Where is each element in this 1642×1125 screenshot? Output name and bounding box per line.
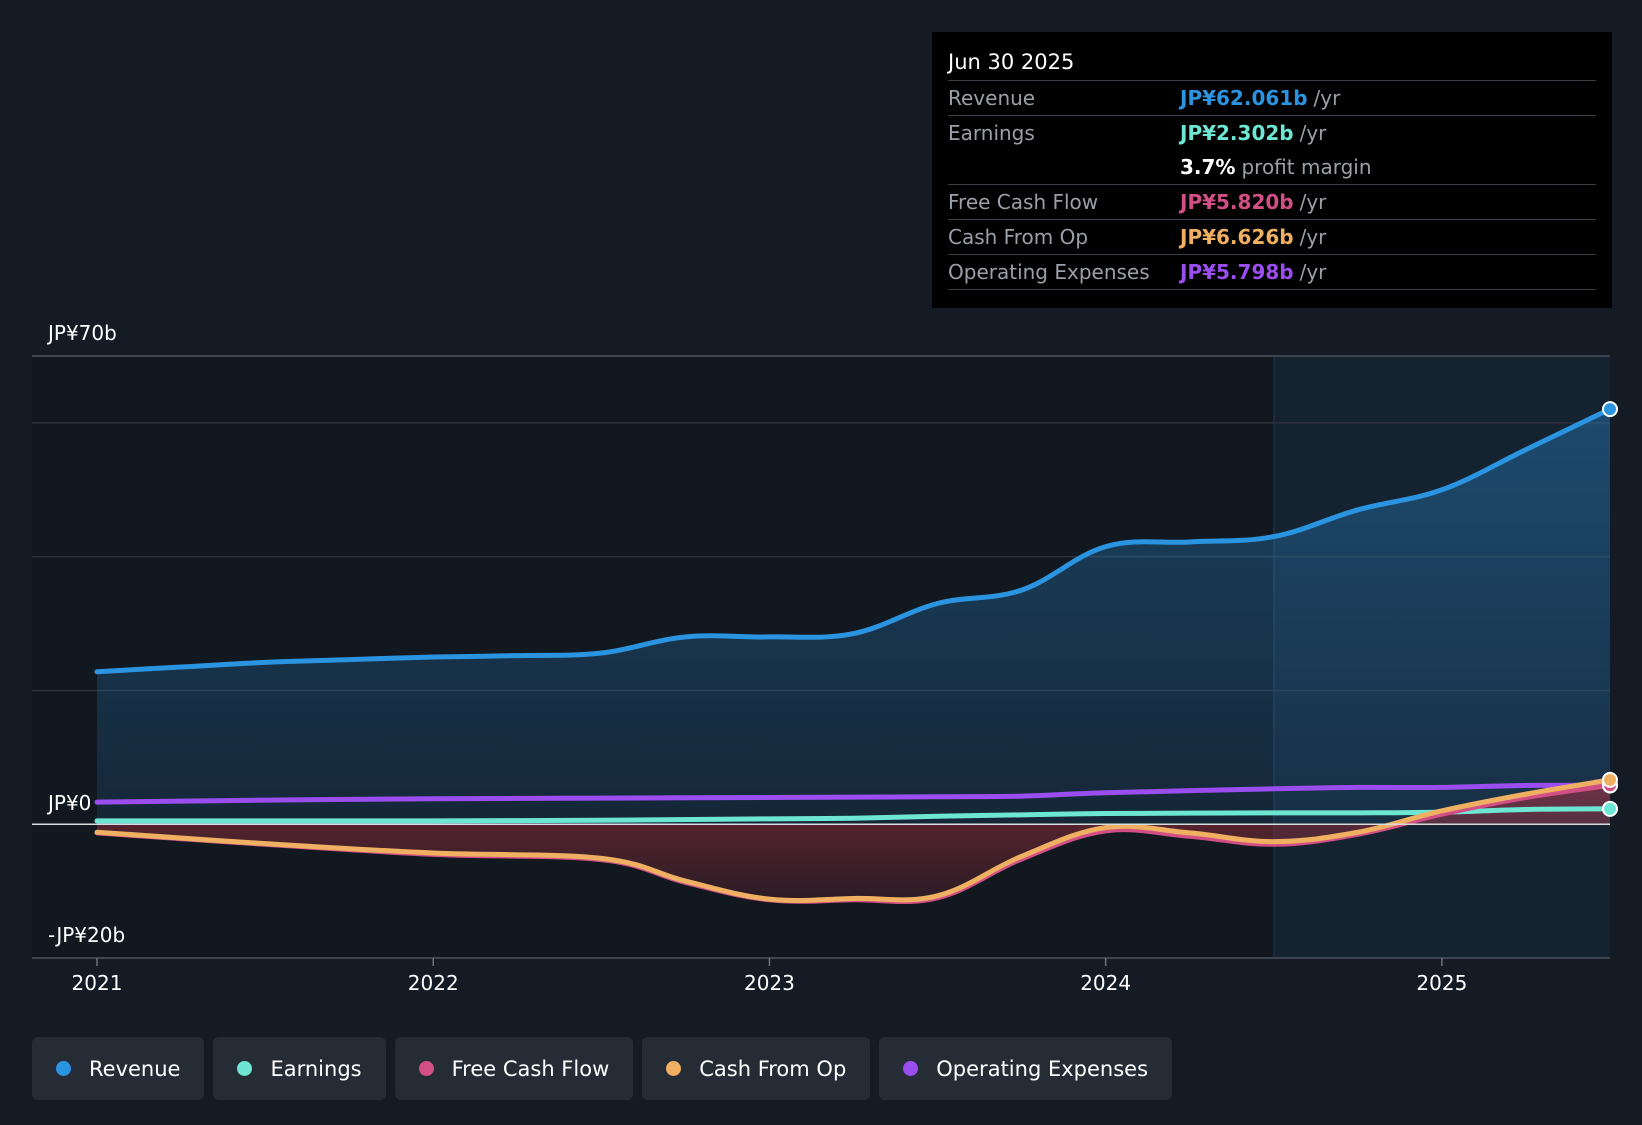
tooltip-label: Free Cash Flow [948, 190, 1099, 214]
legend-item-cash-from-op[interactable]: Cash From Op [642, 1037, 871, 1100]
earnings-line [94, 806, 1613, 824]
tooltip-label: Revenue [948, 86, 1036, 110]
revenue-line [94, 406, 1613, 675]
circle-dot-icon [903, 1061, 919, 1076]
tooltip-value: JP¥6.626b [1180, 225, 1294, 249]
tooltip-unit: /yr [1313, 86, 1341, 110]
legend-item-revenue[interactable]: Revenue [32, 1037, 205, 1100]
x-tick-label: 2022 [408, 971, 459, 995]
tooltip-date: Jun 30 2025 [948, 46, 1596, 81]
revenue-end-point [1602, 401, 1618, 418]
tooltip-unit: /yr [1299, 121, 1327, 145]
tooltip-unit: profit margin [1241, 155, 1372, 179]
tooltip-row-operating-expenses: Operating Expenses JP¥5.798b /yr [948, 255, 1596, 290]
free-cash-flow-area [97, 785, 1610, 902]
legend-item-operating-expenses[interactable]: Operating Expenses [879, 1037, 1173, 1100]
y-tick-label: JP¥70b [46, 321, 117, 345]
x-tick-label: 2021 [72, 971, 123, 995]
tooltip-value: JP¥2.302b [1180, 121, 1294, 145]
operating-expenses-line [94, 782, 1613, 805]
tooltip-value: JP¥5.798b [1180, 260, 1294, 284]
circle-dot-icon [666, 1061, 682, 1076]
tooltip-label: Cash From Op [948, 225, 1089, 249]
tooltip-row-earnings: Earnings JP¥2.302b /yr [948, 116, 1596, 150]
earnings-end-point [1602, 800, 1618, 817]
x-tick-label: 2025 [1416, 971, 1467, 995]
x-tick-label: 2024 [1080, 971, 1131, 995]
legend-label: Cash From Op [699, 1056, 847, 1081]
y-tick-label: JP¥0 [46, 791, 91, 815]
tooltip-label: Earnings [948, 121, 1035, 145]
cash-from-op-line [94, 777, 1613, 903]
tooltip-unit: /yr [1299, 260, 1327, 284]
legend-label: Free Cash Flow [451, 1056, 610, 1081]
revenue-area [97, 409, 1610, 825]
legend-label: Earnings [270, 1056, 362, 1081]
tooltip-value: JP¥62.061b [1180, 86, 1308, 110]
circle-dot-icon [237, 1061, 253, 1076]
legend-item-free-cash-flow[interactable]: Free Cash Flow [394, 1037, 634, 1100]
tooltip-label: Operating Expenses [948, 260, 1150, 284]
tooltip-panel: Jun 30 2025 Revenue JP¥62.061b /yr Earni… [932, 32, 1612, 308]
tooltip-row-profit-margin: 3.7% profit margin [948, 150, 1596, 185]
legend-label: Revenue [89, 1056, 181, 1081]
legend-label: Operating Expenses [936, 1056, 1149, 1081]
circle-dot-icon [418, 1061, 434, 1076]
tooltip-row-free-cash-flow: Free Cash Flow JP¥5.820b /yr [948, 185, 1596, 220]
tooltip-value: JP¥5.820b [1180, 190, 1294, 214]
chart-legend: Revenue Earnings Free Cash Flow Cash Fro… [32, 1037, 1173, 1100]
x-tick-label: 2023 [744, 971, 795, 995]
circle-dot-icon [56, 1061, 71, 1076]
tooltip-row-cash-from-op: Cash From Op JP¥6.626b /yr [948, 220, 1596, 255]
tooltip-row-revenue: Revenue JP¥62.061b /yr [948, 81, 1596, 116]
y-tick-label: -JP¥20b [48, 923, 125, 947]
tooltip-value: 3.7% [1180, 155, 1236, 179]
tooltip-unit: /yr [1299, 190, 1327, 214]
cash-from-op-end-point [1602, 771, 1618, 788]
tooltip-unit: /yr [1299, 225, 1327, 249]
legend-item-earnings[interactable]: Earnings [213, 1037, 386, 1100]
